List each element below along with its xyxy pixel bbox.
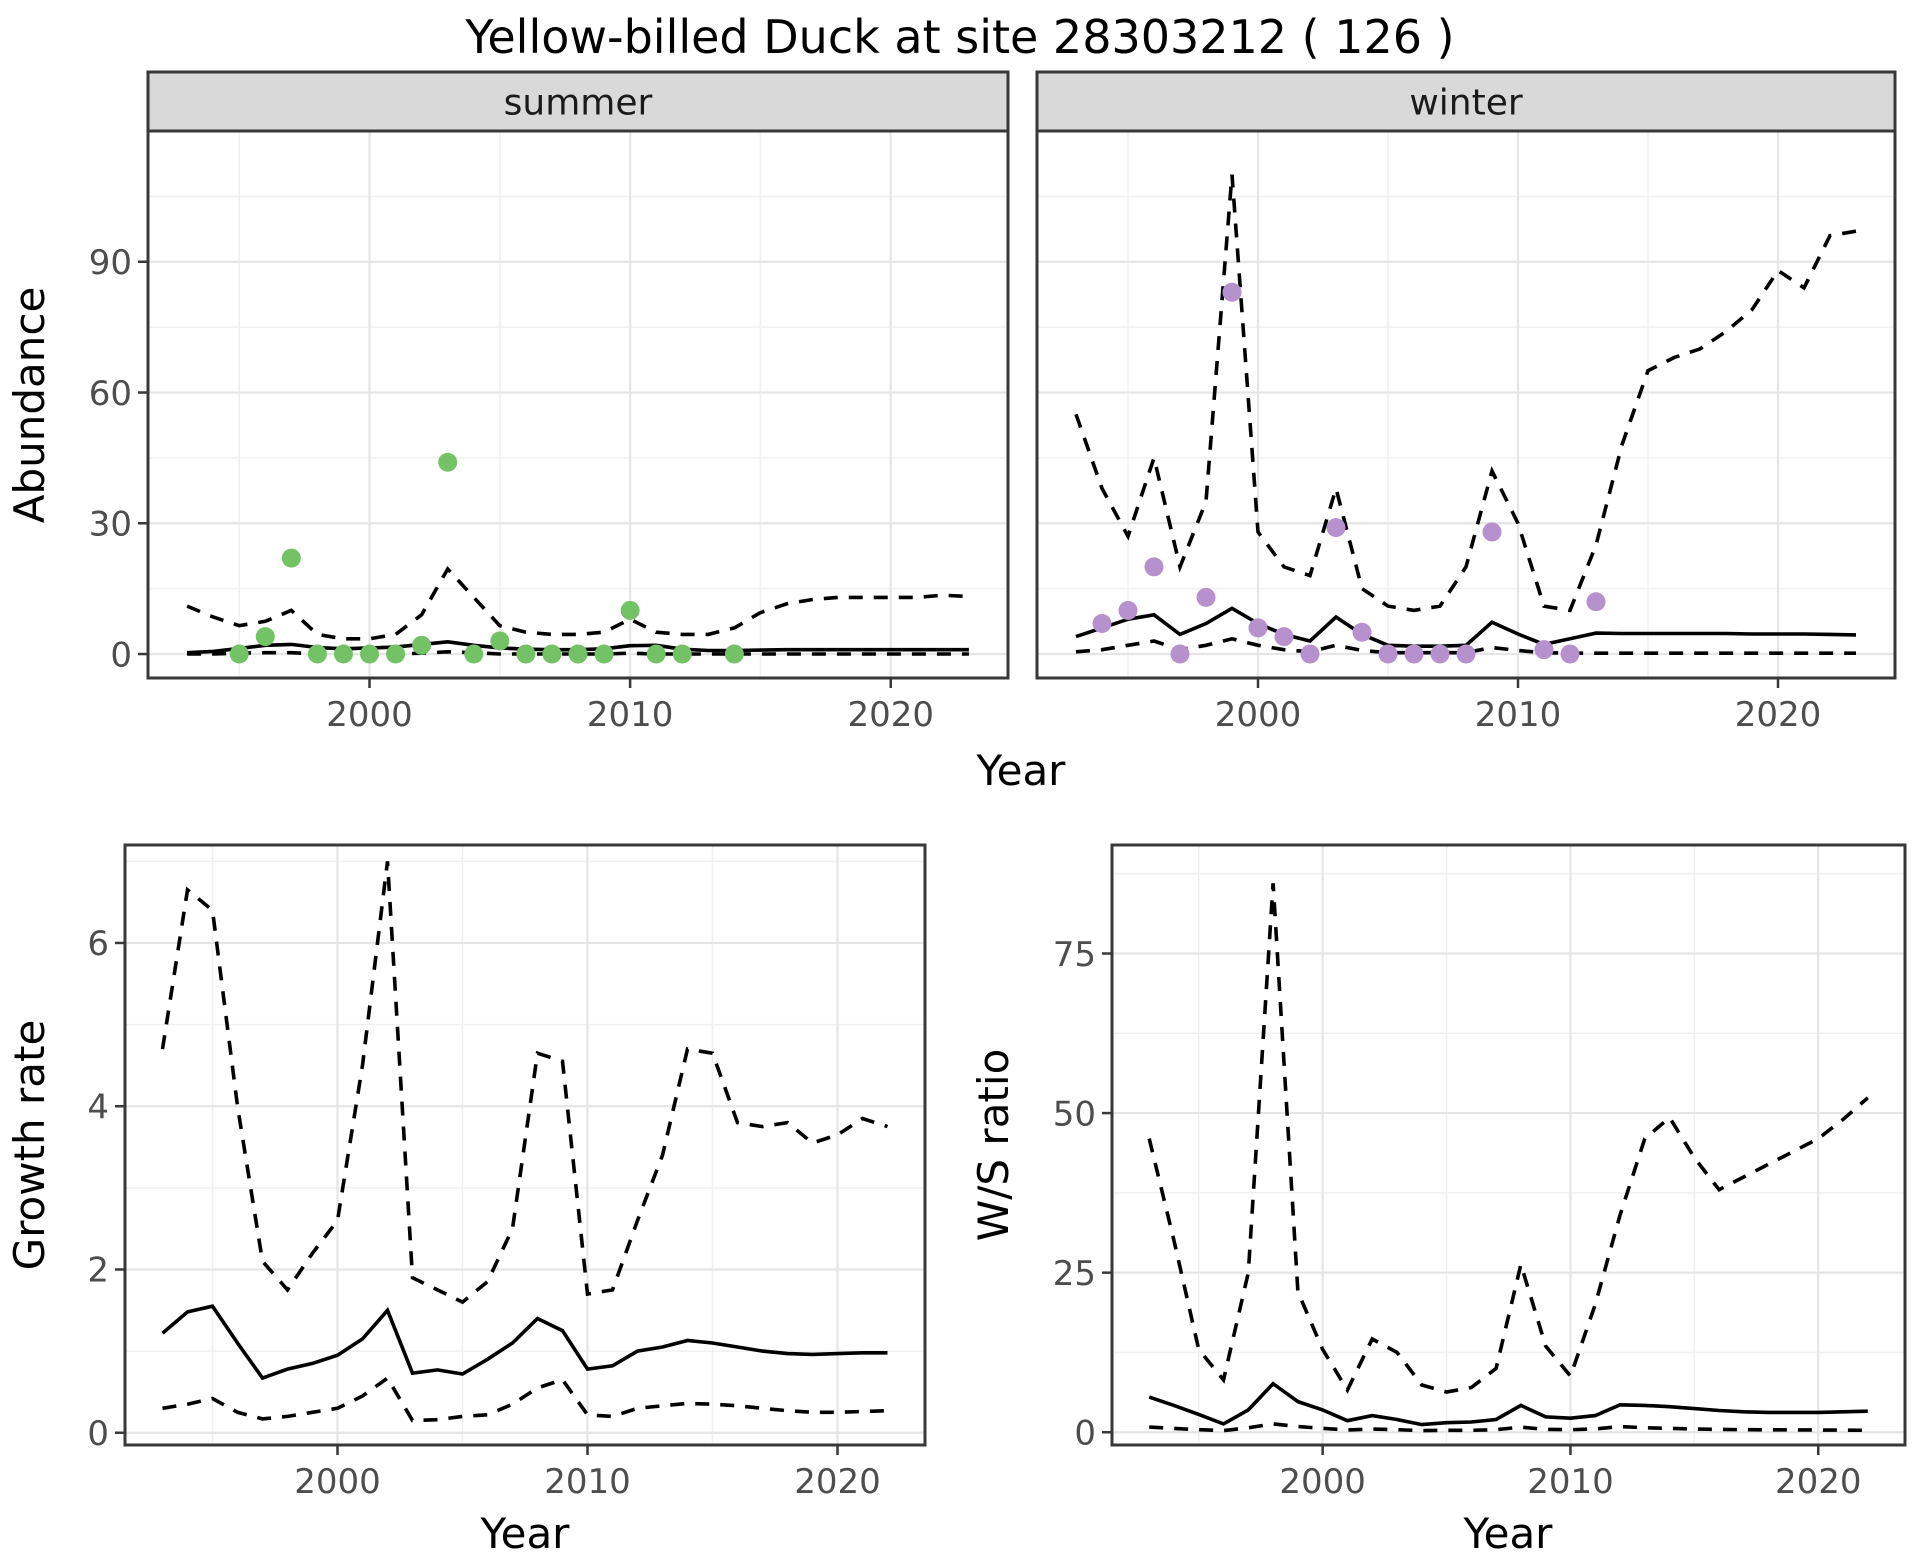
observed-point [1586,592,1606,612]
y-tick-label: 4 [87,1087,109,1127]
x-tick-label: 2010 [1527,1462,1614,1502]
observed-point [1352,622,1372,642]
observed-point [1456,644,1476,664]
panel-background [1037,131,1895,678]
observed-point [620,600,640,620]
y-tick-label: 50 [1053,1094,1096,1134]
x-tick-label: 2000 [294,1462,381,1502]
observed-point [1326,518,1346,538]
series-median-growth-rate [161,1304,888,1381]
observed-point [672,644,692,664]
x-tick-label: 2020 [1735,695,1822,735]
observed-point [594,644,614,664]
y-tick-label: 0 [87,1414,109,1454]
series-lower-abundance-winter [1075,636,1856,655]
observed-point [1404,644,1424,664]
observed-point [1170,644,1190,664]
series-lower-ws-ratio [1149,1422,1868,1433]
observed-point [724,644,744,664]
observed-point [542,644,562,664]
x-tick-label: 2010 [1475,695,1562,735]
panel-border [1110,843,1907,1447]
x-tick-label: 2010 [544,1462,631,1502]
observed-point [568,644,588,664]
observed-point [1430,644,1450,664]
y-axis-title-growth-rate: Growth rate [5,1020,54,1271]
panel-border [123,843,927,1447]
series-upper-growth-rate [160,861,889,1305]
observed-point [1248,618,1268,638]
panel-border [1035,129,1897,680]
observed-point [1300,644,1320,664]
x-tick-label: 2020 [794,1462,881,1502]
y-tick-label: 25 [1053,1254,1096,1294]
facet-label-summer: summer [504,82,653,123]
observed-point [1196,587,1216,607]
observed-point [490,631,510,651]
x-tick-label: 2000 [326,695,413,735]
x-axis-title-year-growth: Year [480,1509,571,1558]
x-tick-label: 2000 [1279,1462,1366,1502]
x-axis-title-year-top: Year [976,746,1067,795]
observed-point [360,644,380,664]
observed-point [1378,644,1398,664]
y-tick-label: 6 [87,924,109,964]
panel-ws-ratio: 2000 2010 2020 0 25 50 75 [1053,843,1907,1502]
y-tick-label: 30 [89,505,132,545]
panel-abundance-winter: winter 2000 2010 2020 [1035,70,1897,735]
observed-point [307,644,327,664]
observed-point [516,644,536,664]
observed-point [1092,614,1112,634]
y-tick-label: 0 [1074,1413,1096,1453]
observed-point [255,627,275,647]
y-axis-title-ws-ratio: W/S ratio [969,1049,1018,1242]
series-upper-ws-ratio [1147,883,1869,1394]
panel-background [1112,845,1905,1445]
series-lower-growth-rate [162,1375,888,1423]
y-tick-label: 75 [1053,935,1096,975]
series-median-ws-ratio [1148,1381,1868,1427]
x-axis-title-year-ws: Year [1463,1509,1554,1558]
panel-growth-rate: 2000 2010 2020 0 2 4 6 [87,843,927,1502]
axis-titles: Abundance Year Growth rate Year W/S ratio Yea… [5,287,1553,1558]
observed-point [412,635,432,655]
x-tick-label: 2020 [847,695,934,735]
observed-point [1222,282,1242,302]
observed-point [386,644,406,664]
observed-point [1560,644,1580,664]
panel-border [146,129,1010,680]
facet-label-winter: winter [1409,82,1523,123]
observed-point [438,452,458,472]
y-axis-title-abundance: Abundance [5,287,54,524]
series-upper-abundance-winter [1074,174,1857,613]
observed-point [1482,522,1502,542]
panel-abundance-summer: summer 2000 2010 2020 0 30 60 90 [89,70,1010,735]
y-tick-label: 60 [89,374,132,414]
observed-point [281,548,301,568]
observed-point [333,644,353,664]
y-tick-label: 0 [110,635,132,675]
observed-point [229,644,249,664]
page-title: Yellow-billed Duck at site 28303212 ( 12… [465,10,1455,64]
observed-point [1274,627,1294,647]
x-tick-label: 2010 [587,695,674,735]
observed-point [646,644,666,664]
observed-point [1534,640,1554,660]
y-tick-label: 90 [89,243,132,283]
panel-background [148,131,1008,678]
x-tick-label: 2000 [1215,695,1302,735]
observed-point [464,644,484,664]
observed-point [1118,600,1138,620]
y-tick-label: 2 [87,1251,109,1291]
x-tick-label: 2020 [1775,1462,1862,1502]
facet-strip [1035,70,1897,133]
observed-point [1144,557,1164,577]
